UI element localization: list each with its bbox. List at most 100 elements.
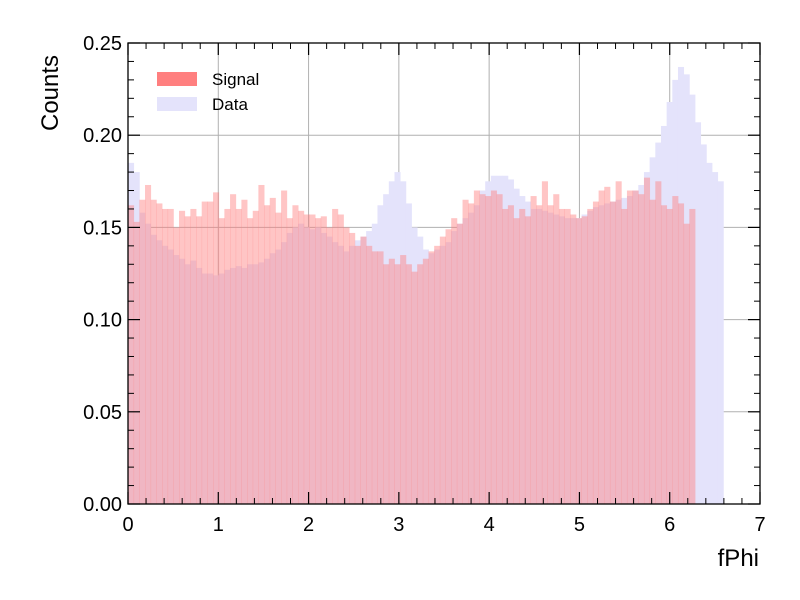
data-bar — [626, 196, 634, 504]
data-bar — [643, 172, 651, 504]
signal-bar — [343, 227, 350, 504]
data-bar — [462, 218, 469, 504]
signal-bar — [394, 264, 401, 504]
signal-bar — [643, 177, 651, 504]
data-bar — [139, 212, 146, 504]
signal-bar — [201, 201, 208, 505]
x-tick-label: 1 — [213, 514, 224, 536]
signal-bar — [167, 208, 174, 504]
y-tick-label: 0.25 — [83, 33, 122, 55]
signal-bar — [666, 208, 673, 504]
data-bar — [712, 172, 719, 504]
signal-bar — [150, 199, 157, 505]
signal-bar — [592, 201, 600, 505]
data-bar — [354, 240, 361, 505]
data-bar — [309, 229, 316, 504]
signal-bar — [241, 199, 248, 505]
data-bar — [575, 218, 582, 504]
signal-bar — [213, 192, 220, 504]
data-bar — [167, 249, 174, 504]
data-bar — [394, 172, 401, 504]
signal-bar — [507, 205, 514, 504]
signal-bar — [332, 208, 339, 504]
data-bar — [400, 181, 407, 505]
signal-bar — [502, 208, 509, 504]
data-bar — [258, 262, 265, 504]
signal-bar — [649, 199, 656, 505]
data-bar — [570, 218, 577, 504]
signal-bar — [196, 216, 203, 504]
signal-bar — [320, 216, 327, 504]
signal-bar — [519, 208, 526, 504]
x-tick-label: 5 — [574, 514, 585, 536]
signal-bar — [264, 205, 271, 504]
signal-bar — [417, 264, 424, 504]
signal-bar — [468, 203, 475, 505]
signal-bar — [434, 245, 441, 504]
signal-bar — [133, 221, 140, 505]
data-bar — [332, 242, 339, 505]
signal-bar — [281, 190, 288, 504]
data-bar — [638, 184, 645, 504]
x-tick-label: 2 — [303, 514, 314, 536]
signal-bar — [207, 201, 214, 505]
data-bar — [179, 258, 186, 504]
signal-bar — [400, 255, 407, 504]
signal-bar — [298, 210, 305, 504]
data-bar — [337, 245, 344, 504]
data-bar — [218, 273, 225, 504]
data-bar — [275, 249, 282, 504]
signal-bar — [315, 218, 322, 504]
signal-bar — [230, 194, 237, 504]
signal-bar — [286, 218, 293, 504]
signal-bar — [275, 212, 282, 504]
data-bar — [247, 264, 254, 504]
signal-bar — [609, 201, 617, 505]
plot-frame — [127, 42, 761, 505]
data-bar — [677, 66, 685, 505]
signal-bar — [366, 245, 373, 504]
data-bar — [360, 236, 367, 504]
signal-bar — [173, 227, 180, 504]
signal-bar — [638, 194, 645, 504]
signal-bar — [621, 208, 628, 504]
data-bar — [196, 267, 203, 504]
signal-bar — [598, 190, 605, 504]
signal-bar — [558, 208, 565, 504]
data-bar — [502, 175, 509, 504]
y-axis-title: Counts — [37, 55, 64, 131]
data-bar — [666, 102, 673, 505]
data-bar — [592, 207, 600, 504]
y-tick-label: 0.20 — [83, 125, 122, 147]
data-bar — [621, 197, 628, 504]
data-bar — [207, 273, 214, 504]
signal-bar — [422, 258, 429, 504]
signal-bar — [485, 196, 492, 504]
signal-bar — [479, 194, 486, 504]
signal-bar — [349, 232, 356, 504]
data-bar — [536, 208, 543, 504]
signal-bar — [496, 194, 503, 504]
signal-bar — [303, 214, 310, 504]
y-tick-label: 0.00 — [83, 494, 122, 516]
signal-bar — [405, 264, 412, 504]
data-bar — [456, 223, 463, 504]
signal-bar — [677, 203, 685, 505]
data-bar — [388, 181, 395, 505]
tick-labels: 0 1 2 3 4 5 6 7 0.00 0.05 0.10 0.15 0.20 0.25 — [83, 33, 766, 536]
signal-bar — [655, 181, 662, 505]
data-bar — [706, 162, 713, 505]
data-bar — [530, 208, 537, 504]
signal-bar — [258, 184, 265, 504]
legend-swatch-signal — [157, 72, 197, 86]
y-tick-label: 0.10 — [83, 310, 122, 332]
signal-bar — [581, 216, 588, 504]
data-bar — [473, 205, 480, 504]
signal-bar — [326, 227, 333, 504]
signal-bar — [235, 208, 242, 504]
signal-bar — [360, 236, 367, 504]
data-bar — [315, 227, 322, 504]
x-tick-label: 7 — [754, 514, 765, 536]
data-bar — [485, 181, 492, 505]
